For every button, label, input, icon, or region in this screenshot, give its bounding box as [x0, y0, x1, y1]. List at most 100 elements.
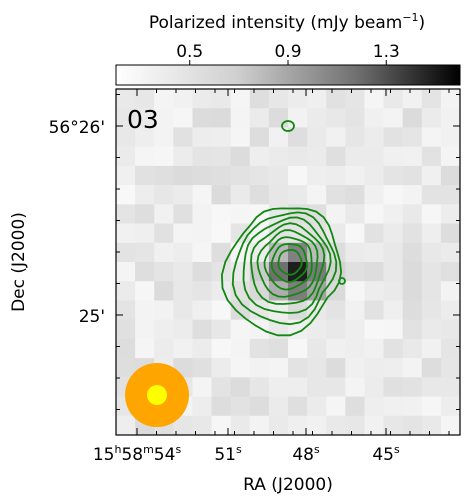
- map-pixel: [440, 338, 460, 359]
- contour-level: [256, 229, 319, 298]
- colorbar-title: Polarized intensity (mJy beam−1): [149, 11, 425, 33]
- map-pixel: [383, 146, 404, 167]
- map-pixel: [288, 300, 308, 321]
- map-pixel: [364, 281, 385, 302]
- map-pixel: [173, 108, 194, 129]
- map-pixel: [211, 358, 232, 378]
- map-pixel: [440, 300, 460, 321]
- map-pixel: [249, 165, 270, 186]
- map-pixel: [345, 319, 366, 340]
- map-pixel: [268, 185, 289, 205]
- x-tick-label: 48s: [292, 443, 320, 465]
- map-pixel: [230, 319, 251, 340]
- map-pixel: [249, 146, 270, 167]
- map-pixel: [116, 281, 136, 302]
- map-pixel: [116, 242, 136, 263]
- map-pixel: [211, 108, 232, 129]
- map-pixel: [135, 165, 155, 186]
- map-pixel: [154, 223, 174, 244]
- map-pixel: [268, 281, 289, 302]
- map-pixel: [383, 127, 404, 148]
- map-pixel: [173, 127, 194, 148]
- map-pixel: [440, 204, 460, 225]
- map-pixel: [421, 127, 442, 148]
- map-pixel: [173, 204, 194, 225]
- map-pixel: [345, 146, 366, 167]
- map-pixel: [440, 146, 460, 167]
- map-pixel: [211, 242, 232, 263]
- map-pixel: [173, 319, 194, 340]
- map-pixel: [154, 89, 174, 109]
- map-pixel: [211, 165, 232, 186]
- map-pixel: [402, 358, 423, 378]
- map-pixel: [192, 396, 213, 417]
- map-pixel: [326, 223, 346, 244]
- map-pixel: [364, 89, 385, 109]
- map-pixel: [288, 185, 308, 205]
- map-pixel: [288, 127, 308, 148]
- map-pixel: [288, 338, 308, 359]
- map-pixel: [421, 300, 442, 321]
- map-pixel: [440, 185, 460, 205]
- map-pixel: [211, 300, 232, 321]
- map-pixel: [173, 262, 194, 282]
- map-pixel: [345, 108, 366, 129]
- map-pixel: [268, 108, 289, 129]
- map-pixel: [211, 204, 232, 225]
- map-pixel: [326, 204, 346, 225]
- map-pixel: [230, 108, 251, 129]
- map-pixel: [192, 108, 213, 129]
- map-pixel: [230, 127, 251, 148]
- map-pixel: [440, 262, 460, 282]
- map-pixel: [307, 127, 327, 148]
- contour-group: [220, 120, 346, 337]
- map-pixel: [421, 396, 442, 417]
- contour-level: [220, 207, 343, 337]
- map-pixel: [364, 338, 385, 359]
- map-pixel: [421, 415, 442, 435]
- map-pixel: [230, 185, 251, 205]
- map-pixel: [307, 415, 327, 435]
- contour-level: [277, 248, 303, 276]
- map-pixel: [383, 300, 404, 321]
- map-pixel: [211, 127, 232, 148]
- y-tick-label: 56°26': [49, 118, 105, 138]
- map-pixel: [230, 377, 251, 398]
- map-pixel: [268, 358, 289, 378]
- map-pixel: [383, 358, 404, 378]
- map-pixel: [288, 165, 308, 186]
- map-pixel: [192, 185, 213, 205]
- map-pixel: [116, 108, 136, 129]
- map-pixel: [326, 146, 346, 167]
- map-pixel: [364, 165, 385, 186]
- map-pixel: [288, 377, 308, 398]
- map-pixel: [135, 127, 155, 148]
- map-pixel: [421, 358, 442, 378]
- map-pixel: [307, 358, 327, 378]
- map-pixel: [268, 396, 289, 417]
- map-pixel: [364, 415, 385, 435]
- map-pixel: [307, 204, 327, 225]
- map-pixel: [192, 223, 213, 244]
- map-pixel: [345, 127, 366, 148]
- map-pixel: [211, 89, 232, 109]
- map-pixel: [288, 262, 308, 282]
- map-pixel: [154, 281, 174, 302]
- map-pixel: [402, 281, 423, 302]
- map-pixel: [383, 338, 404, 359]
- map-pixel: [249, 358, 270, 378]
- map-pixel: [116, 185, 136, 205]
- map-pixel: [326, 396, 346, 417]
- map-pixel: [135, 319, 155, 340]
- map-pixel: [326, 338, 346, 359]
- map-pixel: [230, 358, 251, 378]
- map-pixel: [154, 242, 174, 263]
- map-pixel: [421, 165, 442, 186]
- map-pixel: [440, 108, 460, 129]
- map-pixel: [230, 204, 251, 225]
- map-pixel: [135, 223, 155, 244]
- map-pixel: [402, 204, 423, 225]
- map-pixel: [383, 281, 404, 302]
- map-pixel: [135, 300, 155, 321]
